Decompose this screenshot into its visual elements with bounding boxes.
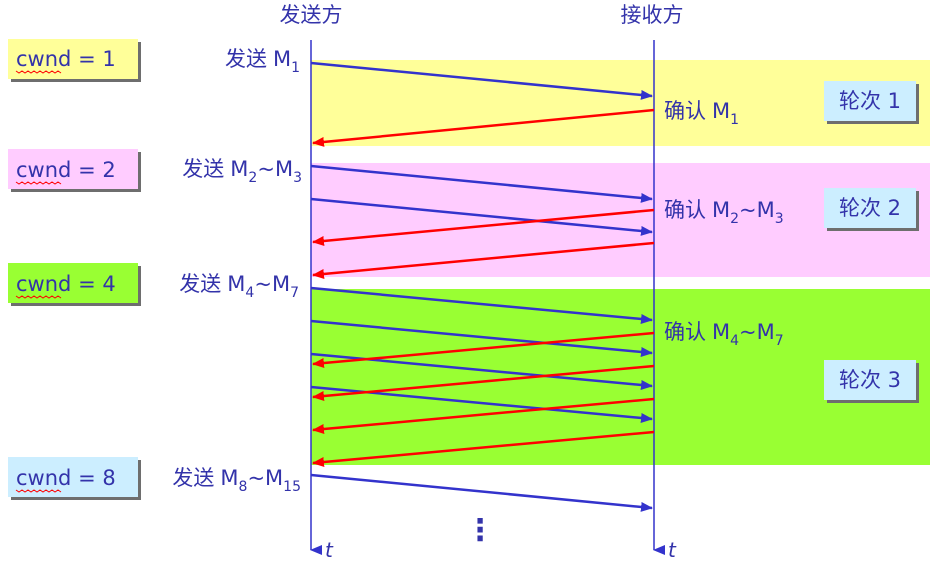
send-label-2: 发送 M2~M3 <box>182 157 302 186</box>
round-box-1: 轮次 1 <box>824 81 919 124</box>
receiver-time-label: t <box>668 538 677 562</box>
cwnd-box-1: cwnd = 1 <box>8 39 141 82</box>
round-label: 轮次 1 <box>839 89 901 113</box>
svg-text:cwnd = 8: cwnd = 8 <box>16 466 116 490</box>
ack-arrow-6 <box>312 397 655 434</box>
ack-arrow-7 <box>312 430 655 467</box>
spellcheck-underline <box>15 295 62 299</box>
data-arrows <box>310 61 653 512</box>
cwnd-box-2: cwnd = 2 <box>8 149 141 192</box>
ack-arrows <box>312 108 655 467</box>
spellcheck-underline <box>15 489 62 493</box>
cwnd-box-3: cwnd = 4 <box>8 263 141 306</box>
cwnd-keyword: cwnd <box>16 466 71 490</box>
data-arrow-m2 <box>310 164 653 203</box>
svg-text:cwnd = 1: cwnd = 1 <box>16 47 116 71</box>
data-arrow-m4 <box>310 286 653 324</box>
svg-text:cwnd = 2: cwnd = 2 <box>16 158 116 182</box>
ack-arrow-3 <box>312 241 655 279</box>
cwnd-keyword: cwnd <box>16 158 71 182</box>
round-label: 轮次 2 <box>839 196 901 220</box>
round-label: 轮次 3 <box>839 368 901 392</box>
spellcheck-underline <box>15 70 62 74</box>
sender-time-label: t <box>325 538 334 562</box>
cwnd-keyword: cwnd <box>16 272 71 296</box>
data-arrow-m3 <box>310 197 653 236</box>
data-arrow-m1 <box>310 61 653 100</box>
send-label-3: 发送 M4~M7 <box>179 272 299 301</box>
receiver-header: 接收方 <box>621 3 684 27</box>
cwnd-value: = 4 <box>78 272 116 296</box>
cwnd-keyword: cwnd <box>16 47 71 71</box>
cwnd-value: = 8 <box>78 466 116 490</box>
ack-arrow-1 <box>312 108 655 147</box>
ack-label-2: 确认 M2~M3 <box>664 198 784 227</box>
ack-arrow-2 <box>312 208 655 246</box>
ack-label-3: 确认 M4~M7 <box>664 320 784 349</box>
data-arrow-m8 <box>310 473 653 512</box>
send-label-1: 发送 M1 <box>225 47 300 76</box>
round-box-3: 轮次 3 <box>824 360 919 403</box>
svg-text:cwnd = 4: cwnd = 4 <box>16 272 116 296</box>
sender-header: 发送方 <box>280 3 343 27</box>
round-box-2: 轮次 2 <box>824 188 919 231</box>
cwnd-box-4: cwnd = 8 <box>8 457 141 500</box>
ack-arrow-4 <box>312 331 655 368</box>
ack-arrow-5 <box>312 364 655 401</box>
send-label-4: 发送 M8~M15 <box>172 466 301 495</box>
cwnd-value: = 2 <box>78 158 116 182</box>
data-arrow-m5 <box>310 319 653 357</box>
cwnd-value: = 1 <box>78 47 116 71</box>
ack-label-1: 确认 M1 <box>664 99 739 128</box>
continuation-ellipsis: ⋮ <box>465 513 495 548</box>
spellcheck-underline <box>15 181 62 185</box>
